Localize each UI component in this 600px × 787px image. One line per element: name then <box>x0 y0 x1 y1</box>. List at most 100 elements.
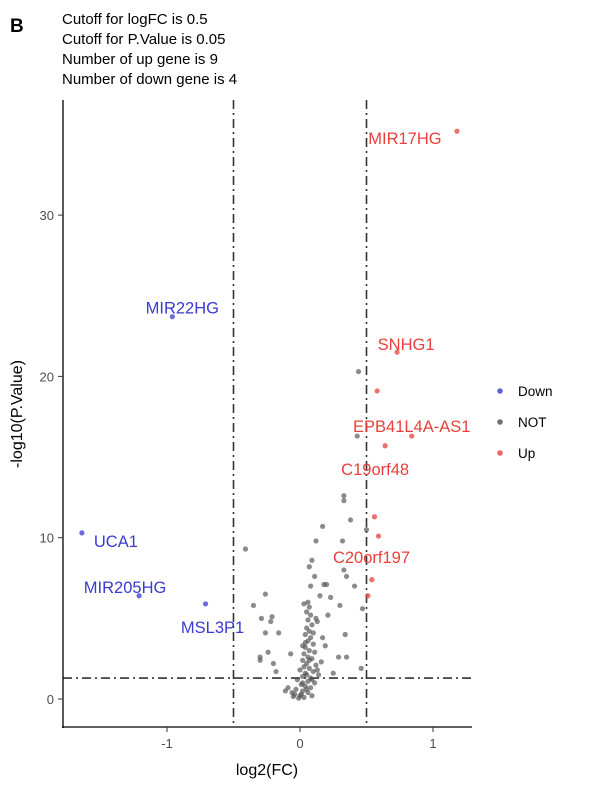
point-not <box>302 631 308 638</box>
legend-label: Up <box>518 446 535 461</box>
subtitle-line: Cutoff for P.Value is 0.05 <box>62 31 225 48</box>
point-not <box>351 583 358 589</box>
point-not <box>262 630 269 636</box>
point-not <box>335 654 342 660</box>
subtitle-line: Cutoff for logFC is 0.5 <box>62 11 208 28</box>
y-tick-label: 10 <box>40 531 54 546</box>
point-not <box>305 678 311 684</box>
point-not <box>347 517 354 523</box>
point-not <box>314 667 320 673</box>
y-tick-label: 30 <box>40 208 54 223</box>
point-not <box>306 648 312 654</box>
gene-label: UCA1 <box>94 533 138 551</box>
gene-label: SNHG1 <box>378 336 435 354</box>
point-not <box>337 602 343 609</box>
point-not <box>308 583 314 589</box>
point-up <box>375 533 382 539</box>
gene-label: MIR17HG <box>368 130 441 148</box>
point-not <box>269 614 275 620</box>
point-not <box>270 660 276 667</box>
point-not <box>343 654 350 660</box>
subtitle-line: Number of down gene is 4 <box>62 71 237 88</box>
point-not <box>309 557 315 563</box>
point-not <box>268 618 274 625</box>
point-not <box>327 594 334 600</box>
point-not <box>305 599 311 605</box>
point-not <box>317 593 323 599</box>
point-not <box>363 527 370 533</box>
point-up <box>374 388 380 394</box>
point-not <box>300 680 306 686</box>
x-tick-label: -1 <box>161 736 173 751</box>
point-not <box>294 677 300 683</box>
point-not <box>242 546 249 552</box>
chart-subtitle: Cutoff for logFC is 0.5 Cutoff for P.Val… <box>62 11 237 88</box>
point-not <box>324 581 330 588</box>
point-up <box>409 433 415 439</box>
point-not <box>341 498 347 504</box>
legend-swatch <box>497 450 503 456</box>
point-not <box>305 617 311 623</box>
point-not <box>301 664 307 670</box>
point-not <box>265 649 271 655</box>
point-not <box>298 691 304 697</box>
gene-label: MIR205HG <box>84 579 167 597</box>
point-not <box>300 673 306 680</box>
panel-label: B <box>10 16 24 37</box>
point-up <box>454 128 460 134</box>
point-up <box>382 443 388 449</box>
y-axis-label: -log10(P.Value) <box>9 360 26 468</box>
x-tick-label: 1 <box>429 736 436 751</box>
point-not <box>288 651 294 657</box>
point-not <box>354 433 360 439</box>
y-tick-label: 20 <box>40 369 54 384</box>
point-down <box>202 601 209 607</box>
point-not <box>276 630 282 636</box>
point-not <box>320 523 326 530</box>
point-not <box>342 631 348 638</box>
point-not <box>301 651 307 657</box>
gene-label: MSL3P1 <box>181 619 244 637</box>
point-not <box>297 667 303 673</box>
point-up <box>394 349 400 355</box>
point-not <box>339 538 346 544</box>
point-not <box>296 695 302 701</box>
point-not <box>322 643 328 649</box>
legend-label: Down <box>518 384 553 399</box>
point-not <box>309 622 315 628</box>
point-up <box>371 514 378 520</box>
point-not <box>355 368 362 375</box>
point-not <box>304 672 310 678</box>
point-not <box>304 609 310 615</box>
point-not <box>309 693 315 699</box>
legend-swatch <box>497 388 503 394</box>
point-not <box>325 612 331 618</box>
point-down <box>136 593 142 599</box>
y-tick-label: 0 <box>47 692 54 707</box>
point-not <box>293 686 299 692</box>
point-not <box>358 665 364 671</box>
legend-swatch <box>497 419 503 425</box>
subtitle-line: Number of up gene is 9 <box>62 51 218 68</box>
point-not <box>250 602 257 609</box>
point-not <box>306 657 312 663</box>
point-not <box>312 573 318 580</box>
point-not <box>309 677 315 683</box>
gene-label: C20orf197 <box>333 549 410 567</box>
point-not <box>300 657 306 663</box>
point-not <box>302 639 308 646</box>
point-not <box>330 670 336 676</box>
point-not <box>313 662 319 668</box>
point-not <box>310 668 316 675</box>
point-not <box>310 630 316 636</box>
point-not <box>301 601 307 607</box>
gene-label: MIR22HG <box>146 300 219 318</box>
point-not <box>341 493 347 499</box>
point-up <box>365 593 371 599</box>
point-not <box>308 612 314 618</box>
point-not <box>343 573 350 580</box>
point-down <box>79 530 85 536</box>
point-not <box>359 606 366 612</box>
point-not <box>282 688 288 694</box>
